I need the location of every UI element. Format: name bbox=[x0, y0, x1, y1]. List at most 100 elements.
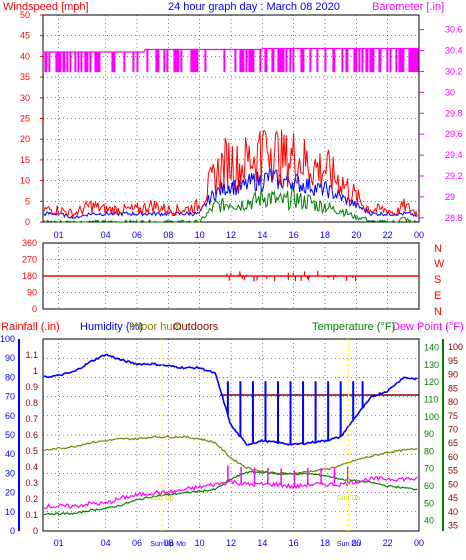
dewpoint-tick: 85 bbox=[448, 383, 458, 393]
humidity-title: Humidity (%) bbox=[80, 321, 143, 333]
dewpoint-tick: 100 bbox=[448, 342, 463, 352]
windspeed-tick: 20 bbox=[20, 134, 30, 144]
dewpoint-tick: 55 bbox=[448, 466, 458, 476]
temperature-tick: 50 bbox=[424, 498, 434, 508]
x-tick-label: 01 bbox=[54, 538, 64, 548]
barometer-series bbox=[42, 47, 419, 73]
windspeed-tick: 10 bbox=[20, 176, 30, 186]
temperature-tick: 90 bbox=[424, 429, 434, 439]
x-tick-label: 00 bbox=[414, 230, 424, 240]
x-tick-label: 14 bbox=[257, 538, 267, 548]
outdoors-title: Outdoors bbox=[173, 321, 219, 333]
windspeed-tick: 50 bbox=[20, 10, 30, 20]
rainfall-tick: 0.3 bbox=[25, 478, 38, 488]
dewpoint-tick: 75 bbox=[448, 411, 458, 421]
sun-dn-label: Sun Dn bbox=[337, 495, 360, 502]
rainfall-tick: 0.7 bbox=[25, 414, 38, 424]
humidity-tick: 50 bbox=[5, 430, 15, 440]
x-tick-label: 04 bbox=[101, 538, 111, 548]
humidity-axis: 0 10 20 30 40 50 60 70 80 90 100 bbox=[0, 334, 20, 536]
x-tick-label: 20 bbox=[351, 230, 361, 240]
compass-label: S bbox=[434, 274, 441, 286]
humidity-tick: 80 bbox=[5, 372, 15, 382]
windspeed-min-line bbox=[43, 185, 418, 223]
windspeed-title: Windspeed [mph] bbox=[3, 1, 89, 13]
barometer-tick: 30.6 bbox=[445, 25, 463, 35]
windspeed-tick: 40 bbox=[20, 51, 30, 61]
x-tick-label: 08 bbox=[163, 538, 173, 548]
dewpoint-tick: 35 bbox=[448, 521, 458, 531]
humidity-tick: 0 bbox=[10, 526, 15, 536]
climate-series bbox=[43, 353, 419, 516]
climate-panel-x-axis: 01 04 06 08 10 12 14 16 18 20 22 00 Sun Up Mo Sun Dn bbox=[54, 538, 424, 548]
rainfall-axis: 0 0.1 0.2 0.3 0.4 0.5 0.6 0.7 0.8 0.9 1 1.1 bbox=[25, 350, 38, 536]
x-tick-label: 14 bbox=[257, 230, 267, 240]
dewpoint-tick: 70 bbox=[448, 425, 458, 435]
dewpoint-tick: 80 bbox=[448, 397, 458, 407]
barometer-tick: 30.2 bbox=[445, 66, 463, 76]
dewpoint-tick: 95 bbox=[448, 356, 458, 366]
moon-up-axis-label: Mo bbox=[176, 541, 186, 548]
dewpoint-tick: 90 bbox=[448, 370, 458, 380]
barometer-title: Barometer [.in] bbox=[372, 1, 444, 13]
barometer-tick: 29.4 bbox=[445, 150, 463, 160]
humidity-tick: 70 bbox=[5, 392, 15, 402]
windspeed-tick: 25 bbox=[20, 114, 30, 124]
rainfall-tick: 0.2 bbox=[25, 494, 38, 504]
windspeed-axis: 0 5 10 15 20 25 30 35 40 45 50 bbox=[20, 10, 43, 227]
rainfall-title: Rainfall (.in) bbox=[1, 321, 60, 333]
temperature-tick: 130 bbox=[424, 360, 439, 370]
x-tick-label: 18 bbox=[320, 230, 330, 240]
windspeed-tick: 45 bbox=[20, 31, 30, 41]
rainfall-tick: 0.4 bbox=[25, 462, 38, 472]
rainfall-tick: 0.8 bbox=[25, 398, 38, 408]
compass-label: N bbox=[434, 243, 442, 255]
sun-up-label: Sun Up bbox=[150, 495, 173, 502]
x-tick-label: 06 bbox=[132, 230, 142, 240]
windspeed-tick: 15 bbox=[20, 155, 30, 165]
windspeed-series bbox=[43, 129, 418, 223]
x-tick-label: 20 bbox=[351, 538, 361, 548]
barometer-tick: 29 bbox=[445, 192, 455, 202]
temperature-tick: 70 bbox=[424, 464, 434, 474]
dewpoint-tick: 65 bbox=[448, 438, 458, 448]
temperature-tick: 110 bbox=[424, 395, 438, 405]
temperature-tick: 100 bbox=[424, 412, 439, 422]
series-temperaturef-line bbox=[43, 470, 418, 516]
indoor-hum-title: Indoor hum bbox=[126, 321, 182, 333]
dewpoint-tick: 50 bbox=[448, 479, 458, 489]
sun-markers: Sun Up Sun Dn bbox=[150, 339, 360, 531]
barometer-tick: 28.8 bbox=[445, 213, 463, 223]
temperature-axis: 40 50 60 70 80 90 100 110 120 130 140 bbox=[424, 339, 444, 531]
temperature-tick: 80 bbox=[424, 446, 434, 456]
x-tick-label: 01 bbox=[54, 230, 64, 240]
rainfall-tick: 1.1 bbox=[25, 350, 38, 360]
chart-title: 24 hour graph day : March 08 2020 bbox=[168, 1, 340, 13]
x-tick-label: 16 bbox=[289, 230, 299, 240]
rainfall-tick: 0.5 bbox=[25, 446, 38, 456]
series-humidity-line bbox=[43, 353, 418, 446]
humidity-tick: 30 bbox=[5, 468, 15, 478]
direction-tick: 270 bbox=[22, 255, 37, 265]
direction-series bbox=[43, 270, 419, 282]
temperature-tick: 140 bbox=[424, 343, 439, 353]
compass-label: N bbox=[434, 306, 442, 318]
barometer-tick: 29.2 bbox=[445, 171, 463, 181]
temperature-tick: 120 bbox=[424, 377, 439, 387]
x-tick-label: 08 bbox=[163, 230, 173, 240]
dewpoint-title: Dew Point (°F) bbox=[392, 321, 464, 333]
humidity-tick: 90 bbox=[5, 353, 15, 363]
wind-panel-x-axis: 01 04 06 08 10 12 14 16 18 20 22 00 bbox=[54, 230, 424, 240]
x-tick-label: 10 bbox=[195, 538, 205, 548]
rainfall-tick: 0.9 bbox=[25, 382, 38, 392]
windspeed-tick: 35 bbox=[20, 72, 30, 82]
barometer-tick: 29.8 bbox=[445, 108, 463, 118]
rainfall-tick: 1 bbox=[33, 366, 38, 376]
rainfall-tick: 0.1 bbox=[25, 510, 38, 520]
windspeed-tick: 30 bbox=[20, 93, 30, 103]
direction-tick: 0 bbox=[32, 304, 37, 314]
temperature-tick: 40 bbox=[424, 516, 434, 526]
humidity-tick: 10 bbox=[5, 507, 15, 517]
